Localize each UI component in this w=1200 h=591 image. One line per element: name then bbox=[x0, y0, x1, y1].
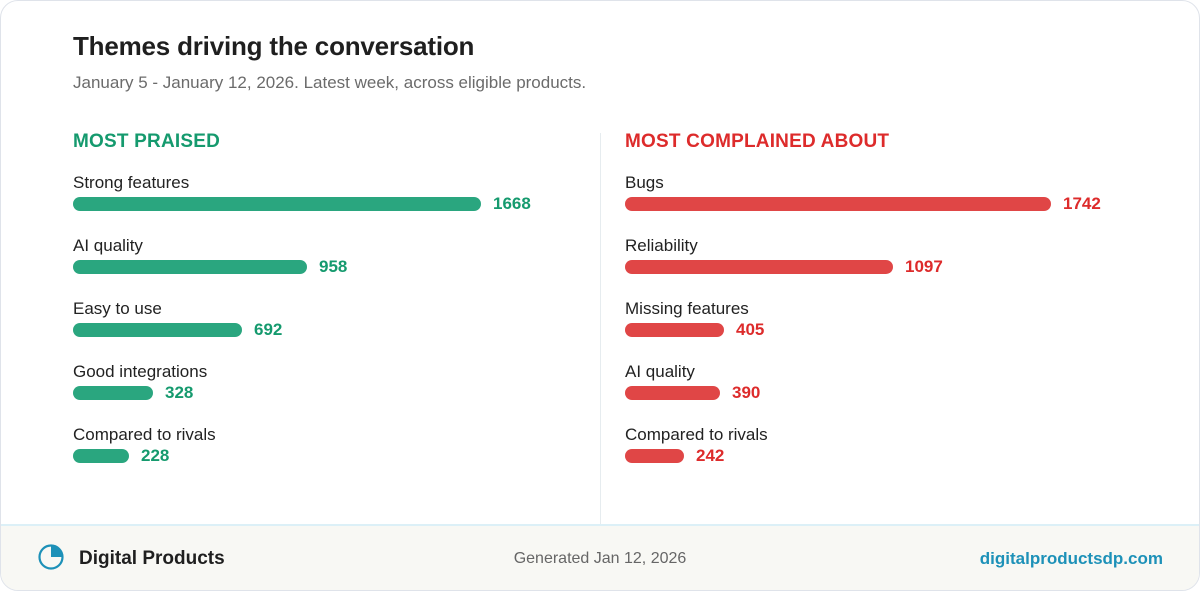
praised-value-label: 328 bbox=[165, 383, 194, 402]
complaint-value-label: 1097 bbox=[905, 257, 943, 276]
complaint-category-label: Bugs bbox=[625, 173, 664, 192]
praised-value-label: 228 bbox=[141, 446, 170, 465]
brand-name: Digital Products bbox=[79, 548, 225, 569]
praised-row: Good integrations 328 bbox=[73, 362, 573, 427]
complaint-bar bbox=[625, 386, 720, 400]
complaint-value-label: 1742 bbox=[1063, 194, 1101, 213]
generated-date: Generated Jan 12, 2026 bbox=[513, 550, 687, 567]
complaint-bar bbox=[625, 323, 724, 337]
praised-bar bbox=[73, 449, 129, 463]
praised-value-label: 958 bbox=[319, 257, 348, 276]
column-divider bbox=[600, 133, 601, 525]
complaint-value-label: 405 bbox=[736, 320, 765, 339]
complaint-category-label: Reliability bbox=[625, 236, 698, 255]
praised-row: AI quality 958 bbox=[73, 236, 573, 301]
praised-bar bbox=[73, 386, 153, 400]
praised-panel: MOST PRAISED Strong features 1668 AI quali… bbox=[73, 129, 573, 490]
praised-category-label: AI quality bbox=[73, 236, 143, 255]
complaint-category-label: Compared to rivals bbox=[625, 425, 768, 444]
praised-value-label: 692 bbox=[254, 320, 283, 339]
praised-bar bbox=[73, 323, 242, 337]
complaints-heading: MOST COMPLAINED ABOUT bbox=[625, 131, 890, 152]
praised-category-label: Strong features bbox=[73, 173, 190, 192]
praised-row: Easy to use 692 bbox=[73, 299, 573, 364]
praised-bars: Strong features 1668 AI quality 958 Easy to … bbox=[73, 173, 573, 490]
praised-bar bbox=[73, 197, 481, 211]
praised-category-label: Good integrations bbox=[73, 362, 208, 381]
praised-category-label: Easy to use bbox=[73, 299, 162, 318]
complaint-row: AI quality 390 bbox=[625, 362, 1125, 427]
praised-heading: MOST PRAISED bbox=[73, 131, 221, 152]
complaint-bar bbox=[625, 260, 893, 274]
complaint-value-label: 390 bbox=[732, 383, 761, 402]
complaint-row: Compared to rivals 242 bbox=[625, 425, 1125, 490]
complaint-row: Missing features 405 bbox=[625, 299, 1125, 364]
footer: Digital Products Generated Jan 12, 2026 … bbox=[1, 524, 1199, 590]
complaints-panel: MOST COMPLAINED ABOUT Bugs 1742 Reliabilit… bbox=[625, 129, 1125, 490]
complaint-category-label: Missing features bbox=[625, 299, 749, 318]
complaints-bars: Bugs 1742 Reliability 1097 Missing features 4… bbox=[625, 173, 1125, 490]
praised-value-label: 1668 bbox=[493, 194, 531, 213]
complaint-row: Reliability 1097 bbox=[625, 236, 1125, 301]
pie-chart-icon bbox=[38, 544, 64, 570]
site-link[interactable]: digitalproductsdp.com bbox=[979, 549, 1163, 568]
praised-bar bbox=[73, 260, 307, 274]
praised-row: Compared to rivals 228 bbox=[73, 425, 573, 490]
chart-title: Themes driving the conversation bbox=[73, 31, 475, 61]
complaint-bar bbox=[625, 197, 1051, 211]
complaint-value-label: 242 bbox=[696, 446, 725, 465]
praised-row: Strong features 1668 bbox=[73, 173, 573, 238]
complaint-bar bbox=[625, 449, 684, 463]
chart-subtitle: January 5 - January 12, 2026. Latest wee… bbox=[73, 73, 587, 92]
praised-category-label: Compared to rivals bbox=[73, 425, 216, 444]
complaint-category-label: AI quality bbox=[625, 362, 695, 381]
complaint-row: Bugs 1742 bbox=[625, 173, 1125, 238]
